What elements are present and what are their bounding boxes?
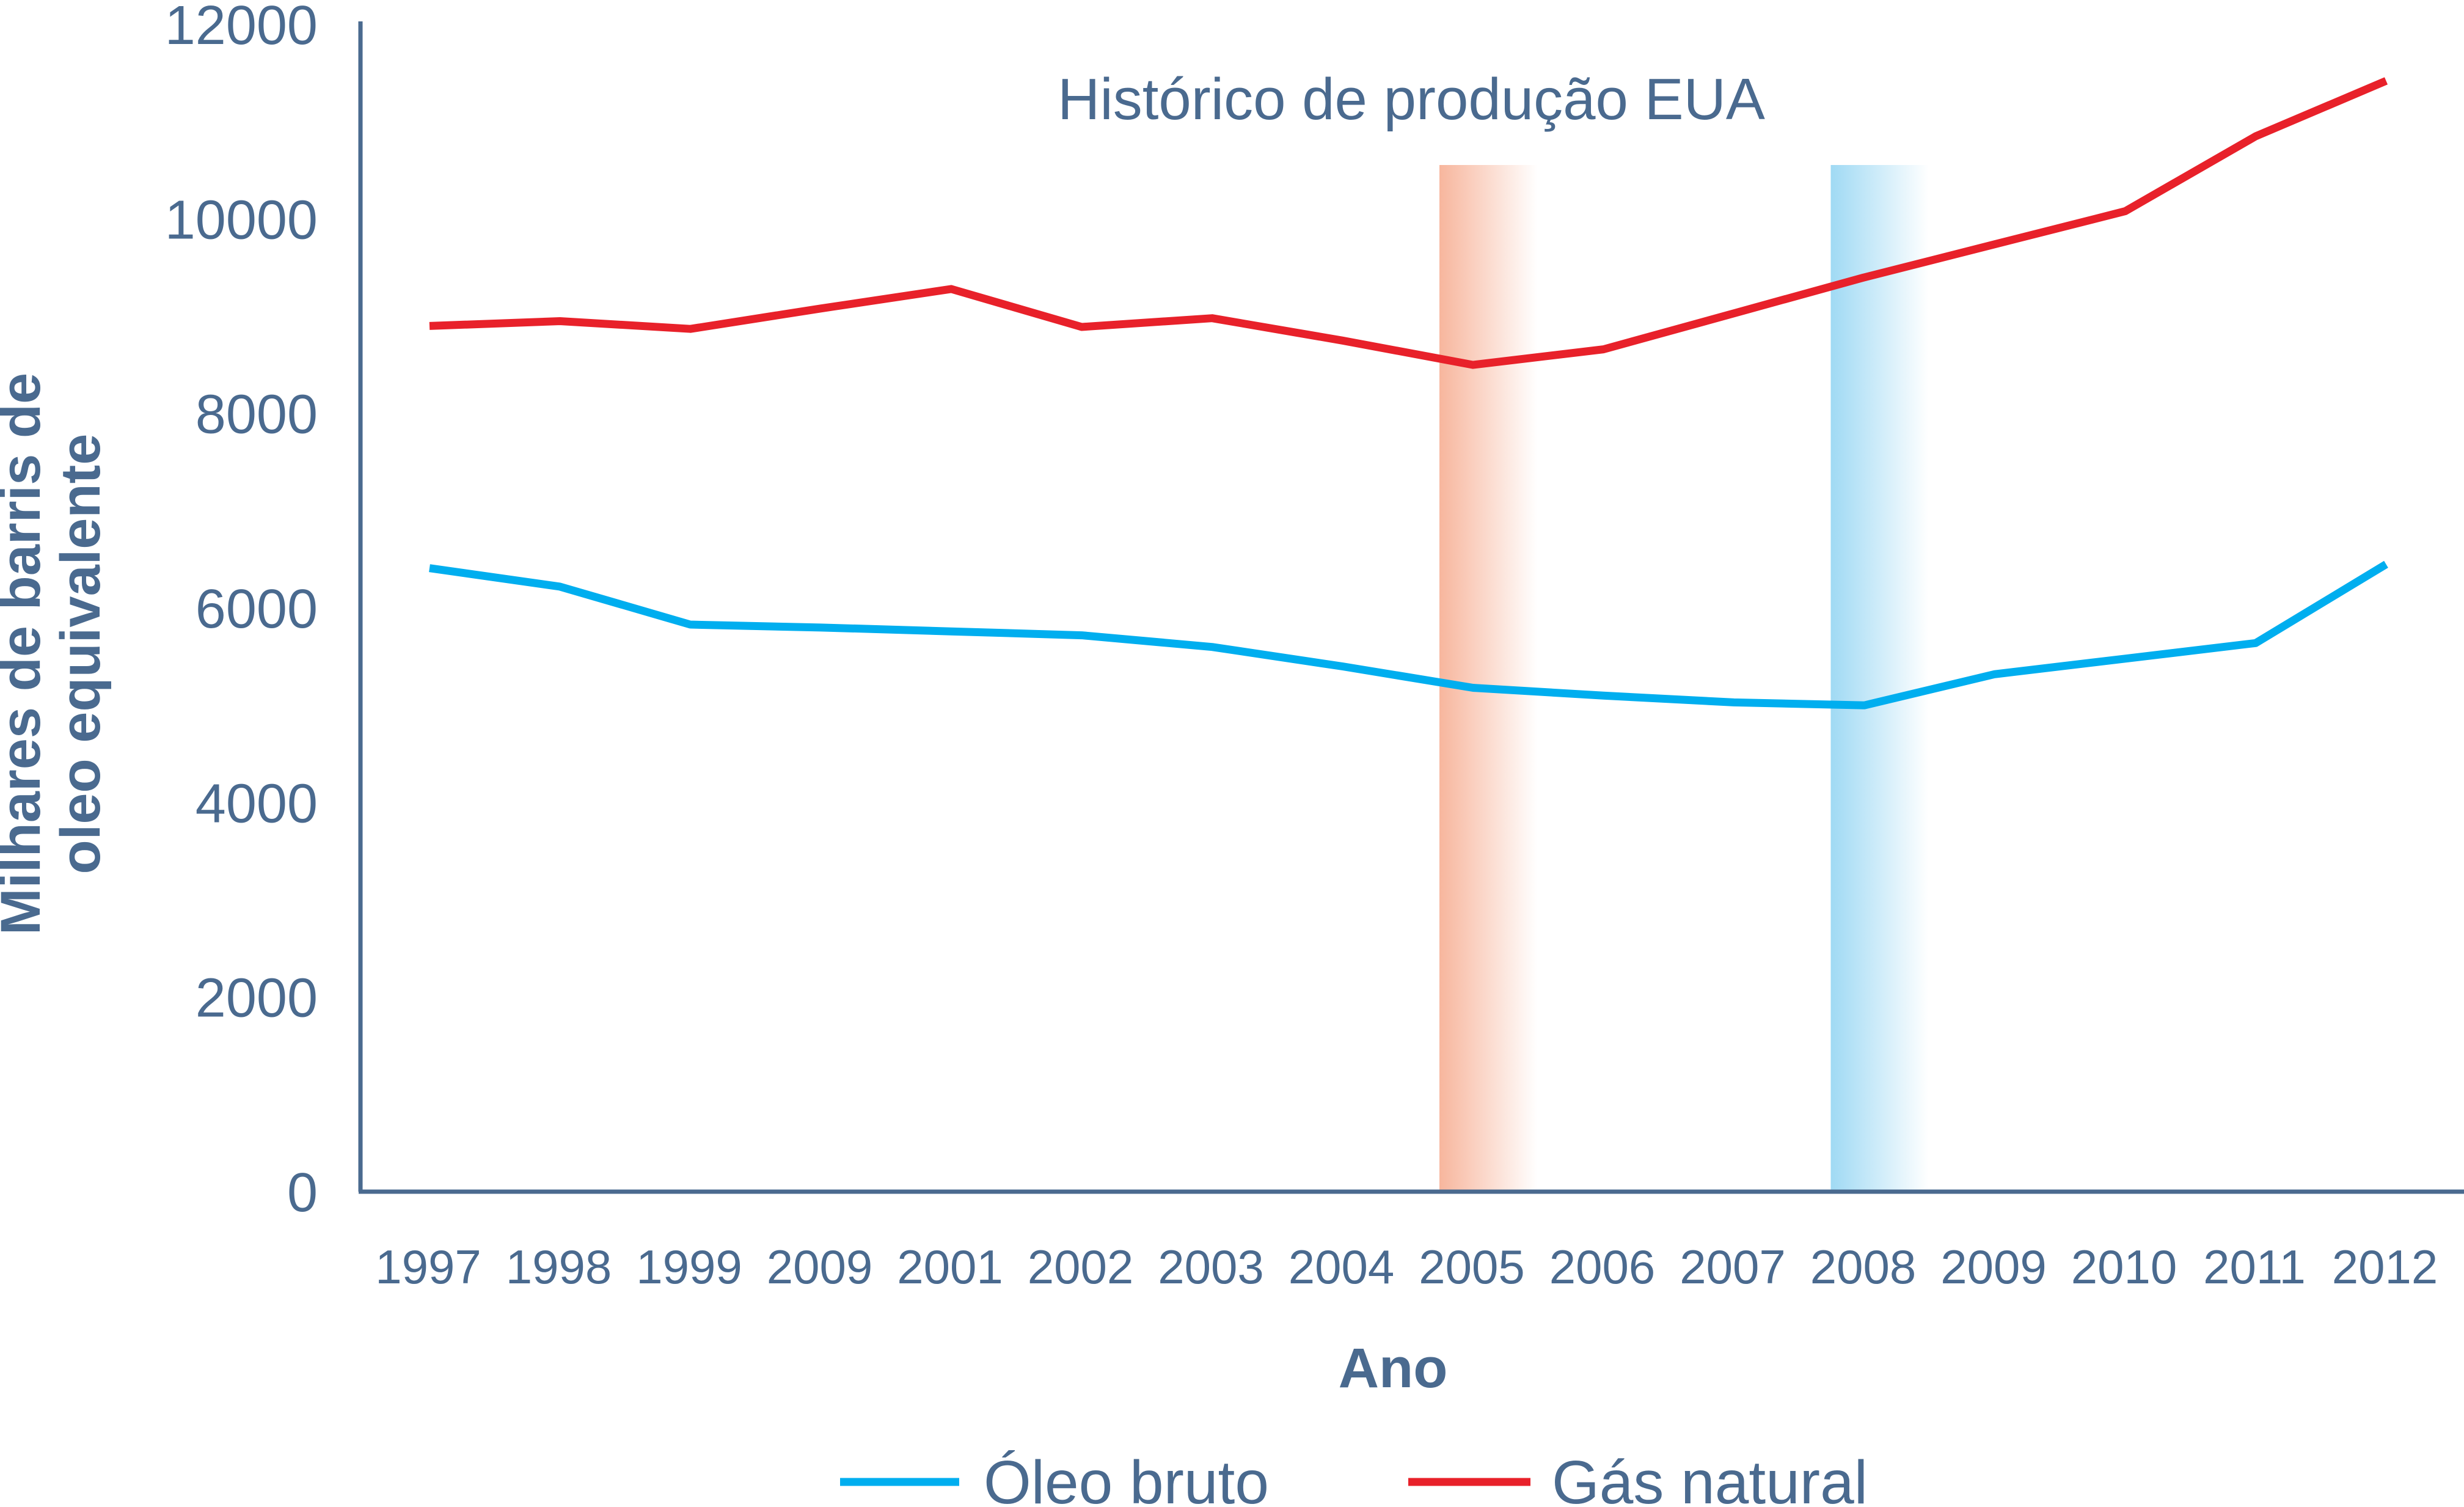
x-tick-label-12: 2009 xyxy=(1940,1240,2047,1294)
x-tick-label-1: 1998 xyxy=(506,1240,612,1294)
series-line-oleo-bruto xyxy=(429,560,2388,710)
x-tick-label-7: 2004 xyxy=(1289,1240,1395,1294)
y-tick-label-10000: 10000 xyxy=(165,189,318,251)
x-tick-label-14: 2011 xyxy=(2203,1240,2306,1294)
legend-label-gas-natural: Gás natural xyxy=(1552,1448,1868,1507)
chart-title: Histórico de produção EUA xyxy=(1058,67,1765,132)
x-tick-label-15: 2012 xyxy=(2332,1240,2438,1294)
x-tick-label-13: 2010 xyxy=(2071,1240,2177,1294)
x-tick-label-2: 1999 xyxy=(636,1240,742,1294)
highlight-bands xyxy=(1439,165,1929,1192)
series-line-gas-natural xyxy=(429,77,2388,369)
x-axis-ticks: 1997 1998 1999 2009 2001 2002 2003 2004 2005 2006… xyxy=(375,1240,2438,1294)
y-tick-label-8000: 8000 xyxy=(196,384,318,446)
y-tick-label-4000: 4000 xyxy=(196,773,318,834)
x-tick-label-0: 1997 xyxy=(375,1240,481,1294)
x-tick-label-10: 2007 xyxy=(1680,1240,1786,1294)
x-axis-title: Ano xyxy=(1339,1337,1448,1399)
y-tick-label-12000: 12000 xyxy=(165,0,318,56)
legend-label-oleo-bruto: Óleo bruto xyxy=(984,1448,1269,1507)
series-lines xyxy=(429,77,2388,710)
x-tick-label-11: 2008 xyxy=(1810,1240,1917,1294)
highlight-band-2008 xyxy=(1830,165,1929,1192)
x-tick-label-4: 2001 xyxy=(897,1240,1003,1294)
y-tick-label-6000: 6000 xyxy=(196,579,318,640)
x-tick-label-3: 2009 xyxy=(767,1240,873,1294)
highlight-band-2005 xyxy=(1439,165,1537,1192)
y-tick-label-0: 0 xyxy=(287,1162,318,1223)
x-tick-label-5: 2002 xyxy=(1028,1240,1134,1294)
y-tick-label-2000: 2000 xyxy=(196,968,318,1029)
legend: Óleo bruto Gás natural xyxy=(840,1448,1868,1507)
y-axis-ticks: 0 2000 4000 6000 8000 10000 12000 xyxy=(165,0,318,1223)
y-axis-title-line-1: Milhares de barris de xyxy=(0,373,52,935)
x-tick-label-9: 2006 xyxy=(1549,1240,1656,1294)
x-tick-label-6: 2003 xyxy=(1158,1240,1264,1294)
y-axis-title: Milhares de barris de oleo equivalente xyxy=(0,373,112,935)
x-tick-label-8: 2005 xyxy=(1419,1240,1525,1294)
y-axis-title-line-2: oleo equivalente xyxy=(49,434,112,875)
